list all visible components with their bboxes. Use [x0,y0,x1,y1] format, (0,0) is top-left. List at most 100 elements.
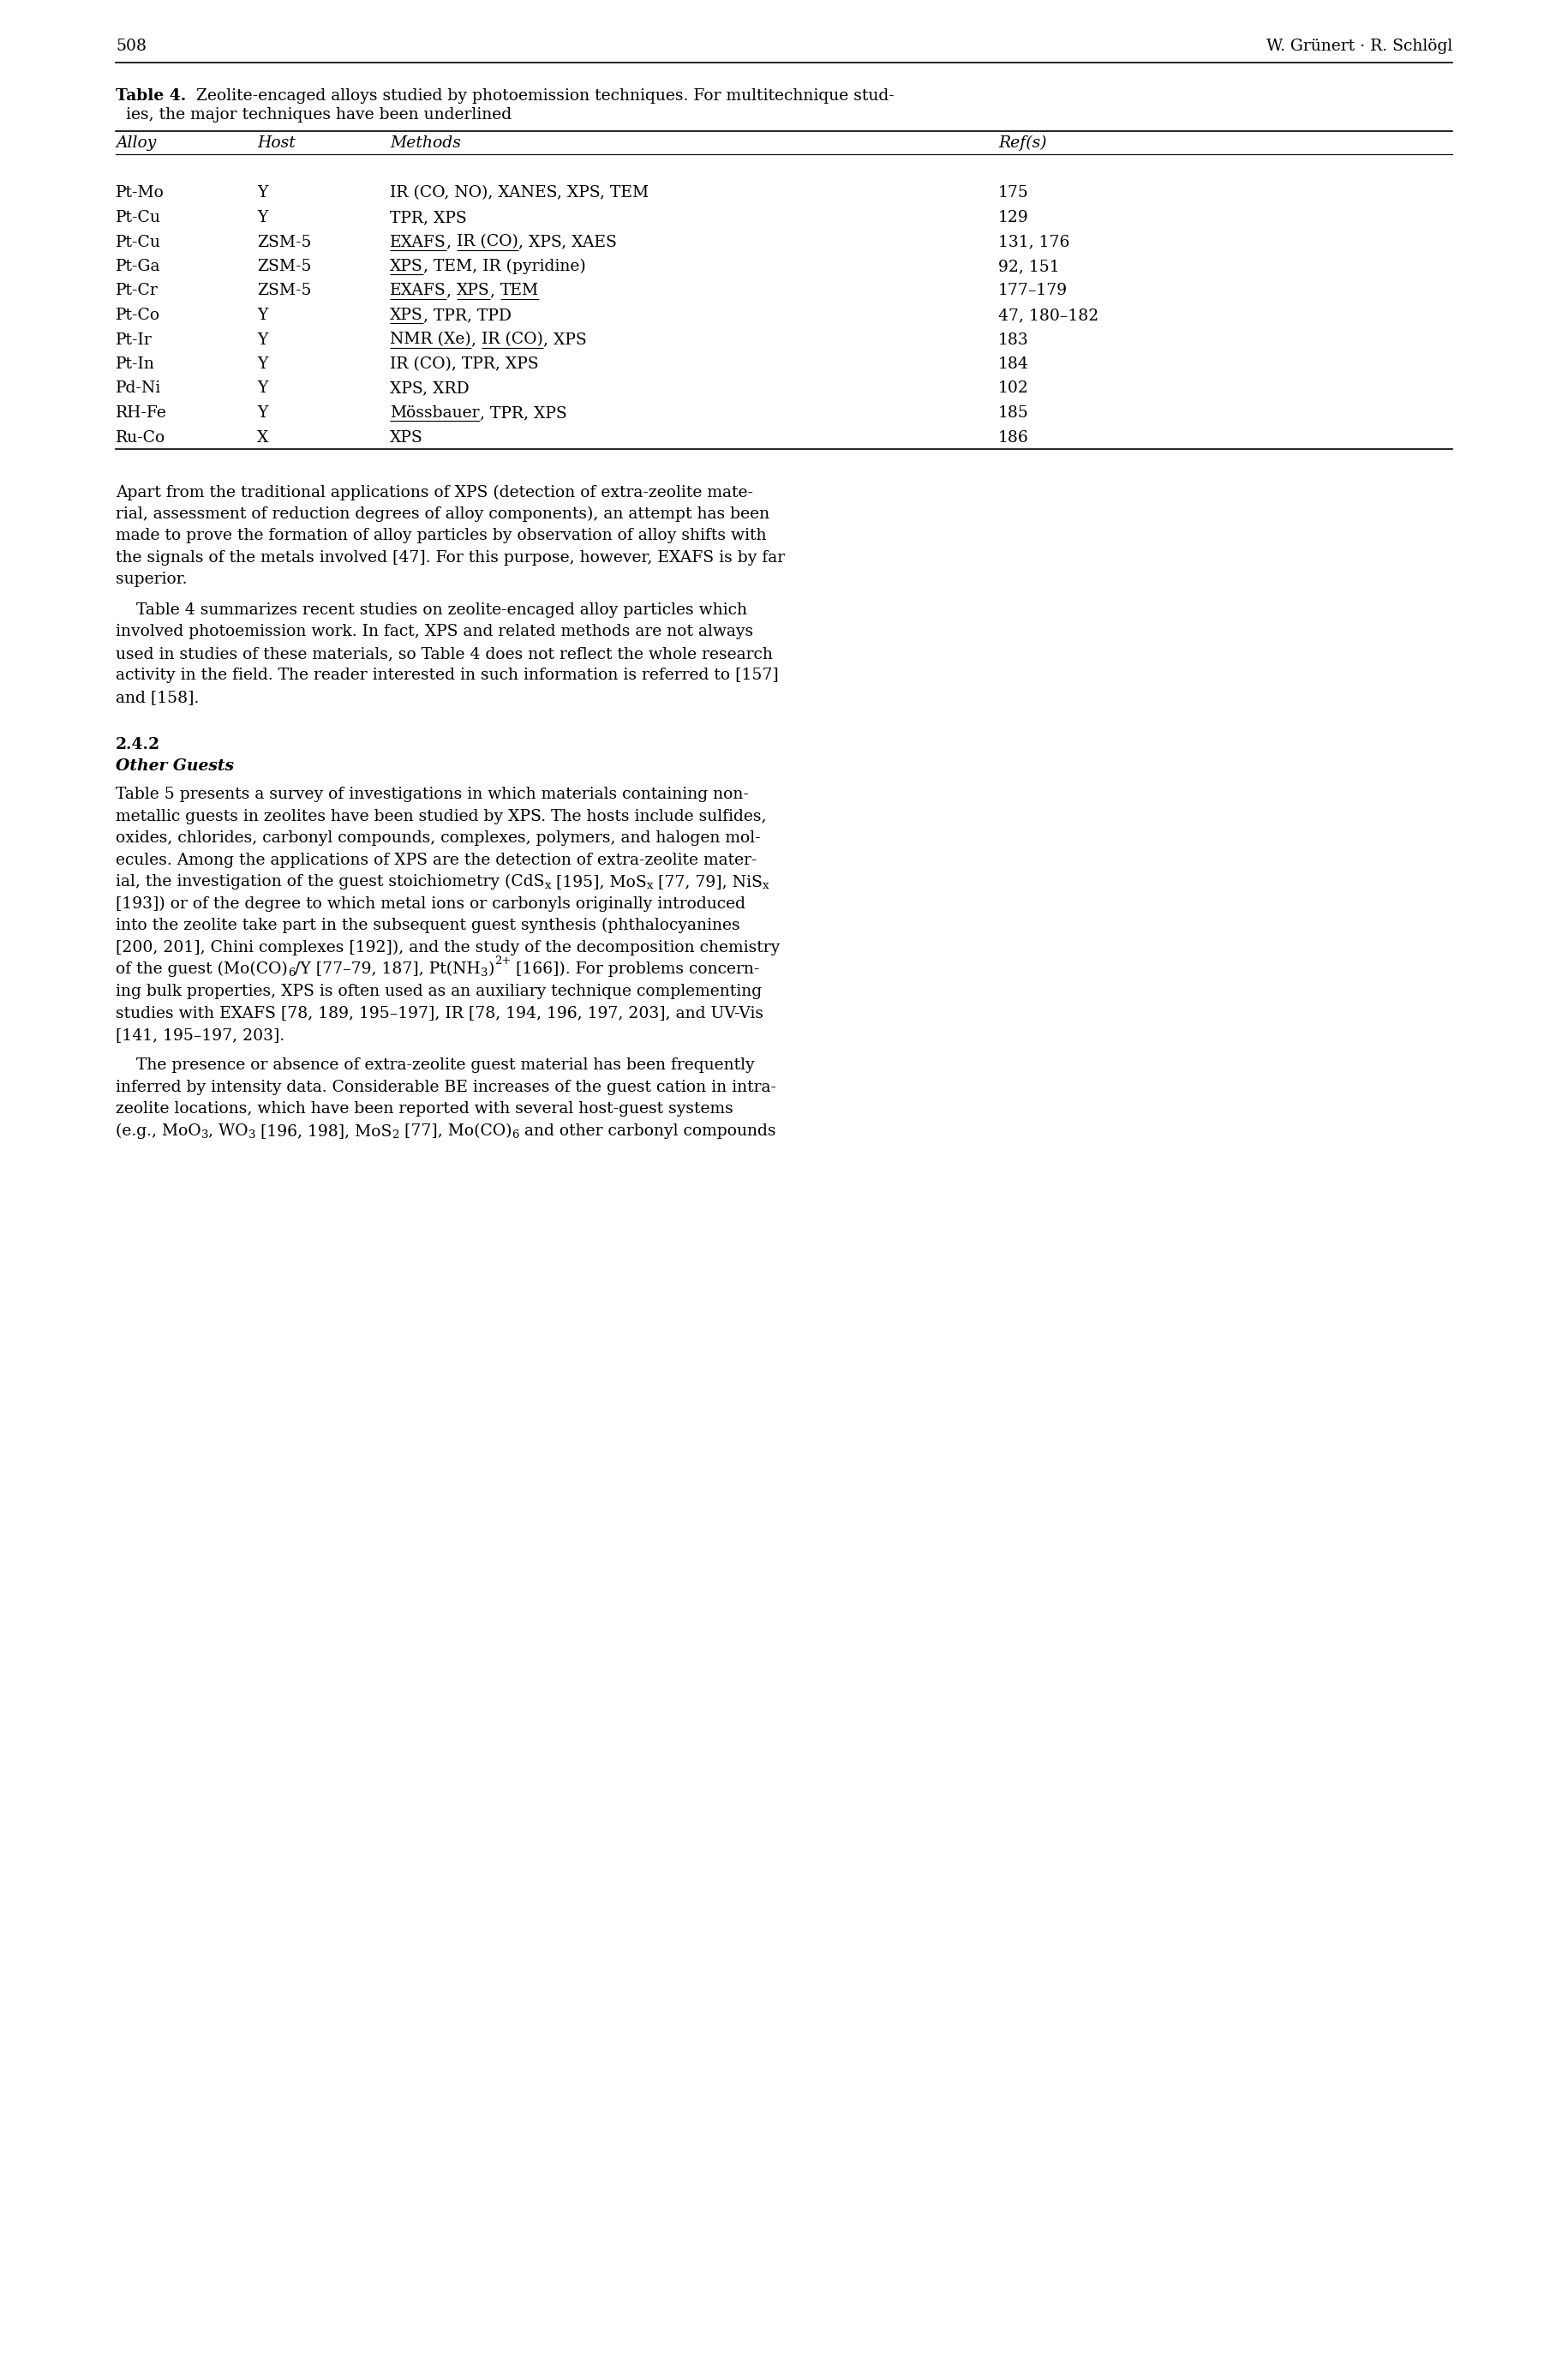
Text: ,: , [447,283,456,300]
Text: Zeolite-encaged alloys studied by photoemission techniques. For multitechnique s: Zeolite-encaged alloys studied by photoe… [187,88,894,105]
Text: Y: Y [257,333,268,347]
Text: the signals of the metals involved [47]. For this purpose, however, EXAFS is by : the signals of the metals involved [47].… [116,549,786,566]
Text: 186: 186 [999,430,1029,445]
Text: 6: 6 [511,1130,519,1141]
Text: x: x [762,880,770,892]
Text: , TPR, XPS: , TPR, XPS [480,404,566,421]
Text: made to prove the formation of alloy particles by observation of alloy shifts wi: made to prove the formation of alloy par… [116,528,767,545]
Text: Ru-Co: Ru-Co [116,430,166,445]
Text: Pt-Ga: Pt-Ga [116,259,160,273]
Text: , WO: , WO [209,1122,248,1139]
Text: RH-Fe: RH-Fe [116,404,166,421]
Text: IR (CO): IR (CO) [456,235,517,250]
Text: superior.: superior. [116,573,187,587]
Text: ): ) [488,961,494,977]
Text: 177–179: 177–179 [999,283,1068,300]
Text: 3: 3 [481,968,488,980]
Text: Pt-Co: Pt-Co [116,307,160,323]
Text: Y: Y [257,209,268,226]
Text: NMR (Xe): NMR (Xe) [390,333,470,347]
Text: XPS, XRD: XPS, XRD [390,380,469,397]
Text: and [158].: and [158]. [116,690,199,706]
Text: Pt-Mo: Pt-Mo [116,185,165,202]
Text: Host: Host [257,136,295,150]
Text: XPS: XPS [390,259,423,273]
Text: [166]). For problems concern-: [166]). For problems concern- [511,961,759,977]
Text: 175: 175 [999,185,1029,202]
Text: activity in the field. The reader interested in such information is referred to : activity in the field. The reader intere… [116,668,779,682]
Text: ,: , [470,333,481,347]
Text: Pt-Cu: Pt-Cu [116,209,162,226]
Text: XPS: XPS [390,430,423,445]
Text: XPS: XPS [456,283,489,300]
Text: ,: , [447,235,456,250]
Text: x: x [544,880,550,892]
Text: ies, the major techniques have been underlined: ies, the major techniques have been unde… [116,107,511,124]
Text: [141, 195–197, 203].: [141, 195–197, 203]. [116,1027,285,1042]
Text: x: x [646,880,654,892]
Text: X: X [257,430,268,445]
Text: ial, the investigation of the guest stoichiometry (CdS: ial, the investigation of the guest stoi… [116,875,544,889]
Text: and other carbonyl compounds: and other carbonyl compounds [519,1122,776,1139]
Text: [193]) or of the degree to which metal ions or carbonyls originally introduced: [193]) or of the degree to which metal i… [116,897,745,911]
Text: Pt-Ir: Pt-Ir [116,333,152,347]
Text: 102: 102 [999,380,1029,397]
Text: 3: 3 [201,1130,209,1141]
Text: [200, 201], Chini complexes [192]), and the study of the decomposition chemistry: [200, 201], Chini complexes [192]), and … [116,939,779,956]
Text: 3: 3 [248,1130,256,1141]
Text: EXAFS: EXAFS [390,235,447,250]
Text: The presence or absence of extra-zeolite guest material has been frequently: The presence or absence of extra-zeolite… [116,1058,754,1072]
Text: Methods: Methods [390,136,461,150]
Text: Y: Y [257,307,268,323]
Text: 92, 151: 92, 151 [999,259,1060,273]
Text: of the guest (Mo(CO): of the guest (Mo(CO) [116,961,287,977]
Text: TPR, XPS: TPR, XPS [390,209,467,226]
Text: into the zeolite take part in the subsequent guest synthesis (phthalocyanines: into the zeolite take part in the subseq… [116,918,740,935]
Text: EXAFS: EXAFS [390,283,447,300]
Text: used in studies of these materials, so Table 4 does not reflect the whole resear: used in studies of these materials, so T… [116,647,773,661]
Text: , TPR, TPD: , TPR, TPD [423,307,511,323]
Text: 185: 185 [999,404,1029,421]
Text: Mössbauer: Mössbauer [390,404,480,421]
Text: ecules. Among the applications of XPS are the detection of extra-zeolite mater-: ecules. Among the applications of XPS ar… [116,851,757,868]
Text: rial, assessment of reduction degrees of alloy components), an attempt has been: rial, assessment of reduction degrees of… [116,507,770,523]
Text: [77, 79], NiS: [77, 79], NiS [654,875,762,889]
Text: Pt-In: Pt-In [116,357,155,371]
Text: , TEM, IR (pyridine): , TEM, IR (pyridine) [423,259,585,273]
Text: IR (CO): IR (CO) [481,333,543,347]
Text: 6: 6 [287,968,295,980]
Text: 2+: 2+ [494,956,511,968]
Text: Y: Y [257,357,268,371]
Text: ,: , [489,283,500,300]
Text: 131, 176: 131, 176 [999,235,1069,250]
Text: [196, 198], MoS: [196, 198], MoS [256,1122,392,1139]
Text: IR (CO, NO), XANES, XPS, TEM: IR (CO, NO), XANES, XPS, TEM [390,185,649,202]
Text: Alloy: Alloy [116,136,157,150]
Text: ZSM-5: ZSM-5 [257,259,312,273]
Text: involved photoemission work. In fact, XPS and related methods are not always: involved photoemission work. In fact, XP… [116,625,753,640]
Text: ZSM-5: ZSM-5 [257,283,312,300]
Text: 2.4.2: 2.4.2 [116,737,160,754]
Text: XPS: XPS [390,307,423,323]
Text: [195], MoS: [195], MoS [550,875,646,889]
Text: 183: 183 [999,333,1029,347]
Text: Y: Y [257,404,268,421]
Text: , XPS, XAES: , XPS, XAES [517,235,616,250]
Text: Table 4 summarizes recent studies on zeolite-encaged alloy particles which: Table 4 summarizes recent studies on zeo… [116,602,748,618]
Text: metallic guests in zeolites have been studied by XPS. The hosts include sulfides: metallic guests in zeolites have been st… [116,809,767,825]
Text: oxides, chlorides, carbonyl compounds, complexes, polymers, and halogen mol-: oxides, chlorides, carbonyl compounds, c… [116,830,760,847]
Text: TEM: TEM [500,283,539,300]
Text: studies with EXAFS [78, 189, 195–197], IR [78, 194, 196, 197, 203], and UV-Vis: studies with EXAFS [78, 189, 195–197], I… [116,1006,764,1020]
Text: IR (CO), TPR, XPS: IR (CO), TPR, XPS [390,357,539,371]
Text: 2: 2 [392,1130,400,1141]
Text: ing bulk properties, XPS is often used as an auxiliary technique complementing: ing bulk properties, XPS is often used a… [116,984,762,999]
Text: Table 5 presents a survey of investigations in which materials containing non-: Table 5 presents a survey of investigati… [116,787,750,801]
Text: zeolite locations, which have been reported with several host-guest systems: zeolite locations, which have been repor… [116,1101,734,1118]
Text: Ref(s): Ref(s) [999,136,1047,152]
Text: 47, 180–182: 47, 180–182 [999,307,1099,323]
Text: inferred by intensity data. Considerable BE increases of the guest cation in int: inferred by intensity data. Considerable… [116,1080,776,1094]
Text: Table 4.: Table 4. [116,88,187,105]
Text: Pt-Cr: Pt-Cr [116,283,158,300]
Text: Apart from the traditional applications of XPS (detection of extra-zeolite mate-: Apart from the traditional applications … [116,485,753,499]
Text: [77], Mo(CO): [77], Mo(CO) [400,1122,511,1139]
